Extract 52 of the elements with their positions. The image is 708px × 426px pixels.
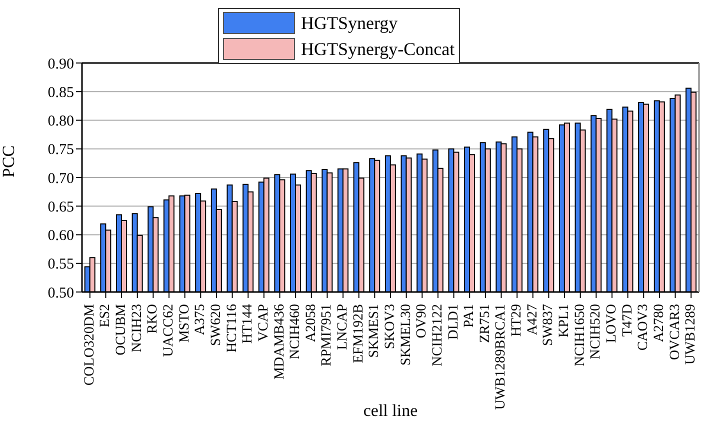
x-tick-label: NCIH23 bbox=[130, 304, 145, 352]
legend-label: HGTSynergy-Concat bbox=[301, 38, 455, 60]
legend-label: HGTSynergy bbox=[301, 12, 398, 34]
x-tick-label: NCIH460 bbox=[288, 304, 304, 360]
x-axis-title: cell line bbox=[363, 401, 418, 420]
x-tick-label: UACC62 bbox=[162, 304, 177, 357]
x-tick-label: NCIH520 bbox=[588, 304, 604, 360]
y-tick-label: 0.50 bbox=[48, 285, 74, 302]
x-tick-label: VCAP bbox=[256, 304, 272, 342]
x-tick-label: RPMI7951 bbox=[320, 304, 335, 366]
x-tick-label: NCIH2122 bbox=[430, 304, 446, 366]
y-tick-label: 0.70 bbox=[48, 170, 74, 187]
x-tick-label: OCUBM bbox=[114, 303, 130, 356]
x-tick-label: OVCAR3 bbox=[668, 304, 683, 360]
y-tick-label: 0.90 bbox=[48, 56, 74, 72]
y-tick-label: 0.60 bbox=[48, 228, 74, 244]
x-tick-label: SKOV3 bbox=[383, 304, 398, 350]
y-tick-label: 0.80 bbox=[48, 114, 74, 130]
x-tick-label: CAOV3 bbox=[636, 304, 652, 351]
x-tick-label: COLO320DM bbox=[82, 303, 98, 386]
x-tick-label: SKMEL30 bbox=[398, 304, 414, 366]
y-tick-label: 0.75 bbox=[48, 142, 74, 158]
x-tick-label: HT29 bbox=[510, 304, 525, 337]
x-tick-label: HCT116 bbox=[224, 304, 240, 352]
x-tick-label: ZR751 bbox=[478, 304, 493, 343]
x-tick-label: EFM192B bbox=[351, 304, 366, 364]
x-tick-label: RKO bbox=[146, 304, 161, 334]
y-axis-title: PCC bbox=[0, 145, 18, 178]
x-tick-label: MDAMB436 bbox=[272, 304, 288, 380]
x-tick-label: LNCAP bbox=[336, 304, 351, 350]
x-tick-label: UWB1289 bbox=[684, 304, 699, 365]
x-tick-label: A375 bbox=[193, 304, 208, 336]
x-tick-label: A427 bbox=[525, 304, 540, 336]
x-tick-label: NCIH1650 bbox=[572, 304, 588, 366]
x-tick-label: A2058 bbox=[304, 304, 319, 342]
y-tick-label: 0.55 bbox=[48, 256, 74, 273]
x-tick-label: KPL1 bbox=[557, 304, 572, 338]
x-tick-label: LOVO bbox=[604, 304, 620, 343]
x-tick-label: ES2 bbox=[98, 304, 114, 328]
x-tick-label: MSTO bbox=[177, 304, 192, 343]
y-tick-label: 0.85 bbox=[48, 84, 74, 101]
x-tick-label: PA1 bbox=[462, 304, 478, 328]
x-tick-label: T47D bbox=[620, 304, 636, 337]
x-tick-label: SKMES1 bbox=[367, 304, 382, 358]
x-tick-label: SW837 bbox=[541, 304, 556, 346]
x-tick-label: OV90 bbox=[414, 304, 430, 338]
y-tick-label: 0.65 bbox=[48, 199, 74, 216]
x-tick-label: A2780 bbox=[652, 304, 667, 342]
x-tick-label: DLD1 bbox=[446, 304, 462, 340]
x-tick-label: UWB1289BRCA1 bbox=[494, 304, 509, 410]
x-tick-label: HT144 bbox=[240, 304, 256, 344]
x-tick-label: SW620 bbox=[208, 304, 224, 346]
